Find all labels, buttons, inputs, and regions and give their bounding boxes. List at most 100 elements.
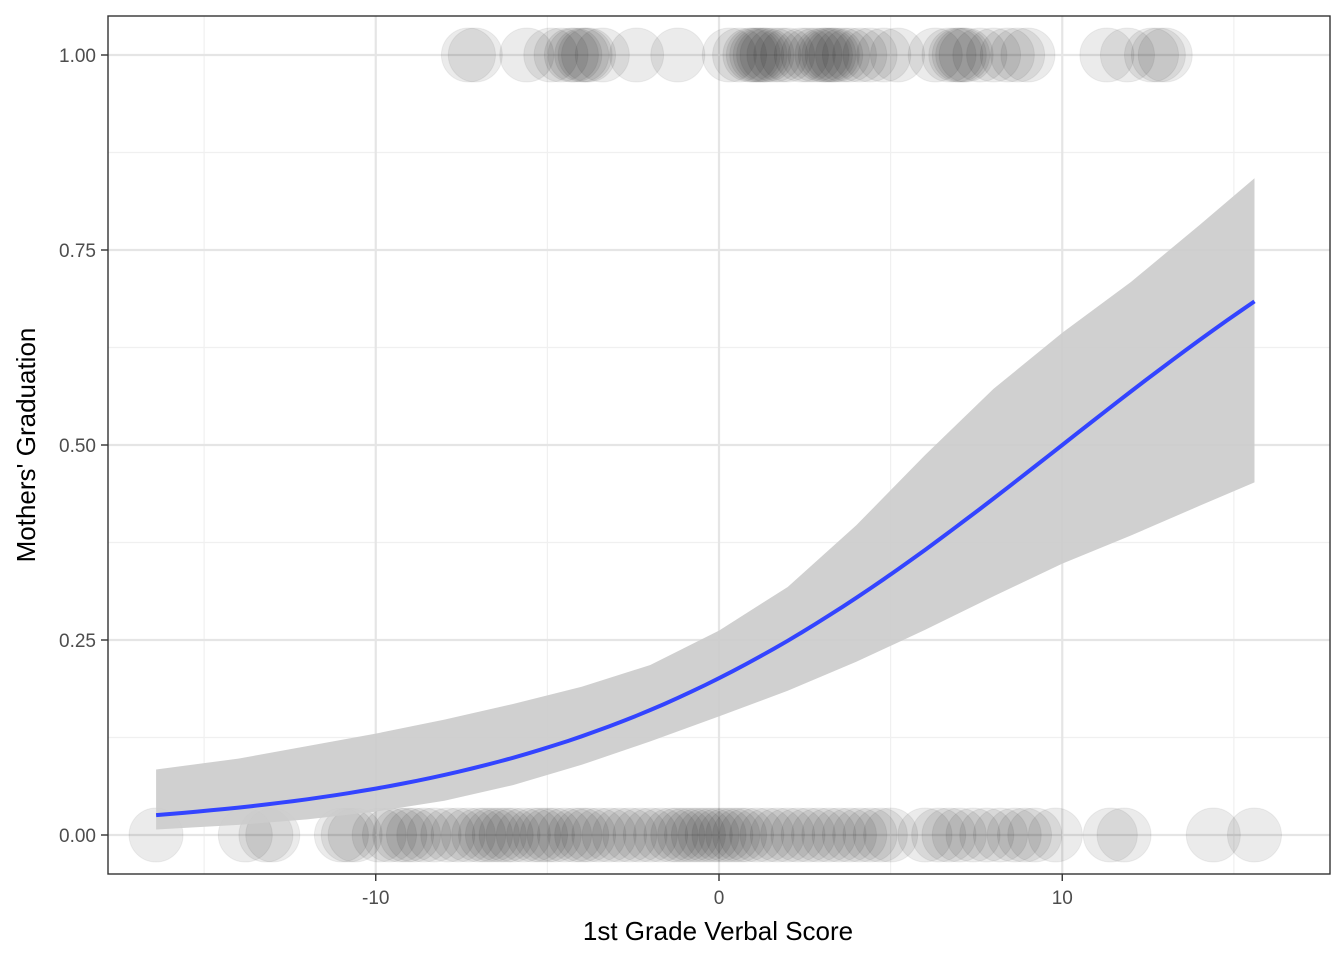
- point-y0: [537, 807, 593, 863]
- point-y0: [485, 807, 541, 863]
- point-y1: [952, 27, 1008, 83]
- point-y1: [931, 27, 987, 83]
- point-y0: [495, 807, 551, 863]
- point-y1: [921, 27, 977, 83]
- point-y1: [533, 27, 589, 83]
- point-y1: [1130, 27, 1186, 83]
- point-y1: [815, 27, 871, 83]
- point-y0: [379, 807, 435, 863]
- point-y1: [722, 27, 778, 83]
- point-y0: [670, 807, 726, 863]
- point-y1: [753, 27, 809, 83]
- point-y0: [622, 807, 678, 863]
- point-y1: [746, 27, 802, 83]
- point-y0: [945, 807, 1001, 863]
- point-y0: [526, 807, 582, 863]
- point-y1: [712, 27, 768, 83]
- point-y0: [852, 807, 908, 863]
- point-y1: [609, 27, 665, 83]
- point-y0: [712, 807, 768, 863]
- point-y0: [821, 807, 877, 863]
- point-y1: [554, 27, 610, 83]
- point-y0: [471, 807, 527, 863]
- point-y0: [650, 807, 706, 863]
- point-y0: [513, 807, 569, 863]
- point-y1: [561, 27, 617, 83]
- point-y0: [770, 807, 826, 863]
- point-y0: [863, 807, 919, 863]
- point-y0: [519, 807, 575, 863]
- point-y1: [1099, 27, 1155, 83]
- point-y0: [691, 807, 747, 863]
- point-y1: [935, 27, 991, 83]
- point-y1: [1000, 27, 1056, 83]
- point-y1: [732, 27, 788, 83]
- point-y0: [842, 807, 898, 863]
- point-y0: [749, 807, 805, 863]
- point-y0: [420, 807, 476, 863]
- point-y0: [997, 807, 1052, 863]
- x-tick-label: 10: [1052, 888, 1073, 909]
- point-y0: [1185, 807, 1241, 863]
- point-y0: [1082, 807, 1138, 863]
- confidence-ribbon: [156, 178, 1255, 830]
- point-y1: [736, 27, 792, 83]
- point-y1: [1124, 27, 1180, 83]
- fit-line: [155, 299, 1256, 818]
- point-y0: [986, 807, 1042, 863]
- point-y1: [842, 27, 898, 83]
- point-y1: [821, 27, 877, 83]
- point-y1: [1137, 27, 1193, 83]
- point-y0: [657, 807, 713, 863]
- point-y0: [602, 807, 658, 863]
- y-axis-title: Mothers' Graduation: [11, 328, 41, 563]
- point-y1: [447, 27, 503, 83]
- point-y0: [791, 807, 847, 863]
- point-y1: [794, 27, 850, 83]
- point-y0: [571, 807, 627, 863]
- point-y0: [591, 807, 647, 863]
- point-y0: [547, 807, 603, 863]
- point-y0: [911, 807, 967, 863]
- point-y0: [684, 807, 740, 863]
- point-y0: [780, 807, 836, 863]
- point-y0: [406, 807, 462, 863]
- point-y0: [386, 807, 441, 863]
- point-y1: [760, 27, 816, 83]
- point-y0: [430, 807, 486, 863]
- point-y0: [1007, 807, 1063, 863]
- point-y0: [801, 807, 857, 863]
- x-tick-label: 0: [714, 888, 725, 909]
- point-y1: [440, 27, 496, 83]
- y-tick-label: 0.25: [59, 631, 96, 652]
- x-axis: -10 0 10: [362, 874, 1073, 909]
- point-y1: [523, 27, 579, 83]
- y-axis: 0.00 0.25 0.50 0.75 1.00: [59, 46, 108, 847]
- point-y0: [972, 807, 1028, 863]
- point-y1: [729, 27, 785, 83]
- point-y1: [808, 27, 864, 83]
- point-y0: [739, 807, 795, 863]
- point-y0: [959, 807, 1015, 863]
- point-y0: [677, 807, 733, 863]
- y-tick-label: 1.00: [59, 46, 96, 67]
- point-y1: [938, 27, 994, 83]
- point-y1: [907, 27, 963, 83]
- point-y1: [701, 27, 757, 83]
- point-y0: [664, 807, 720, 863]
- point-y0: [451, 807, 507, 863]
- point-y0: [440, 807, 496, 863]
- point-y0: [612, 807, 668, 863]
- point-y1: [780, 27, 836, 83]
- point-y1: [832, 27, 888, 83]
- point-y0: [729, 807, 785, 863]
- point-y1: [966, 27, 1022, 83]
- point-y1: [990, 27, 1046, 83]
- point-y1: [801, 27, 857, 83]
- point-y1: [869, 27, 925, 83]
- point-y0: [718, 807, 774, 863]
- point-y0: [931, 807, 987, 863]
- point-y0: [1096, 807, 1152, 863]
- point-y1: [856, 27, 912, 83]
